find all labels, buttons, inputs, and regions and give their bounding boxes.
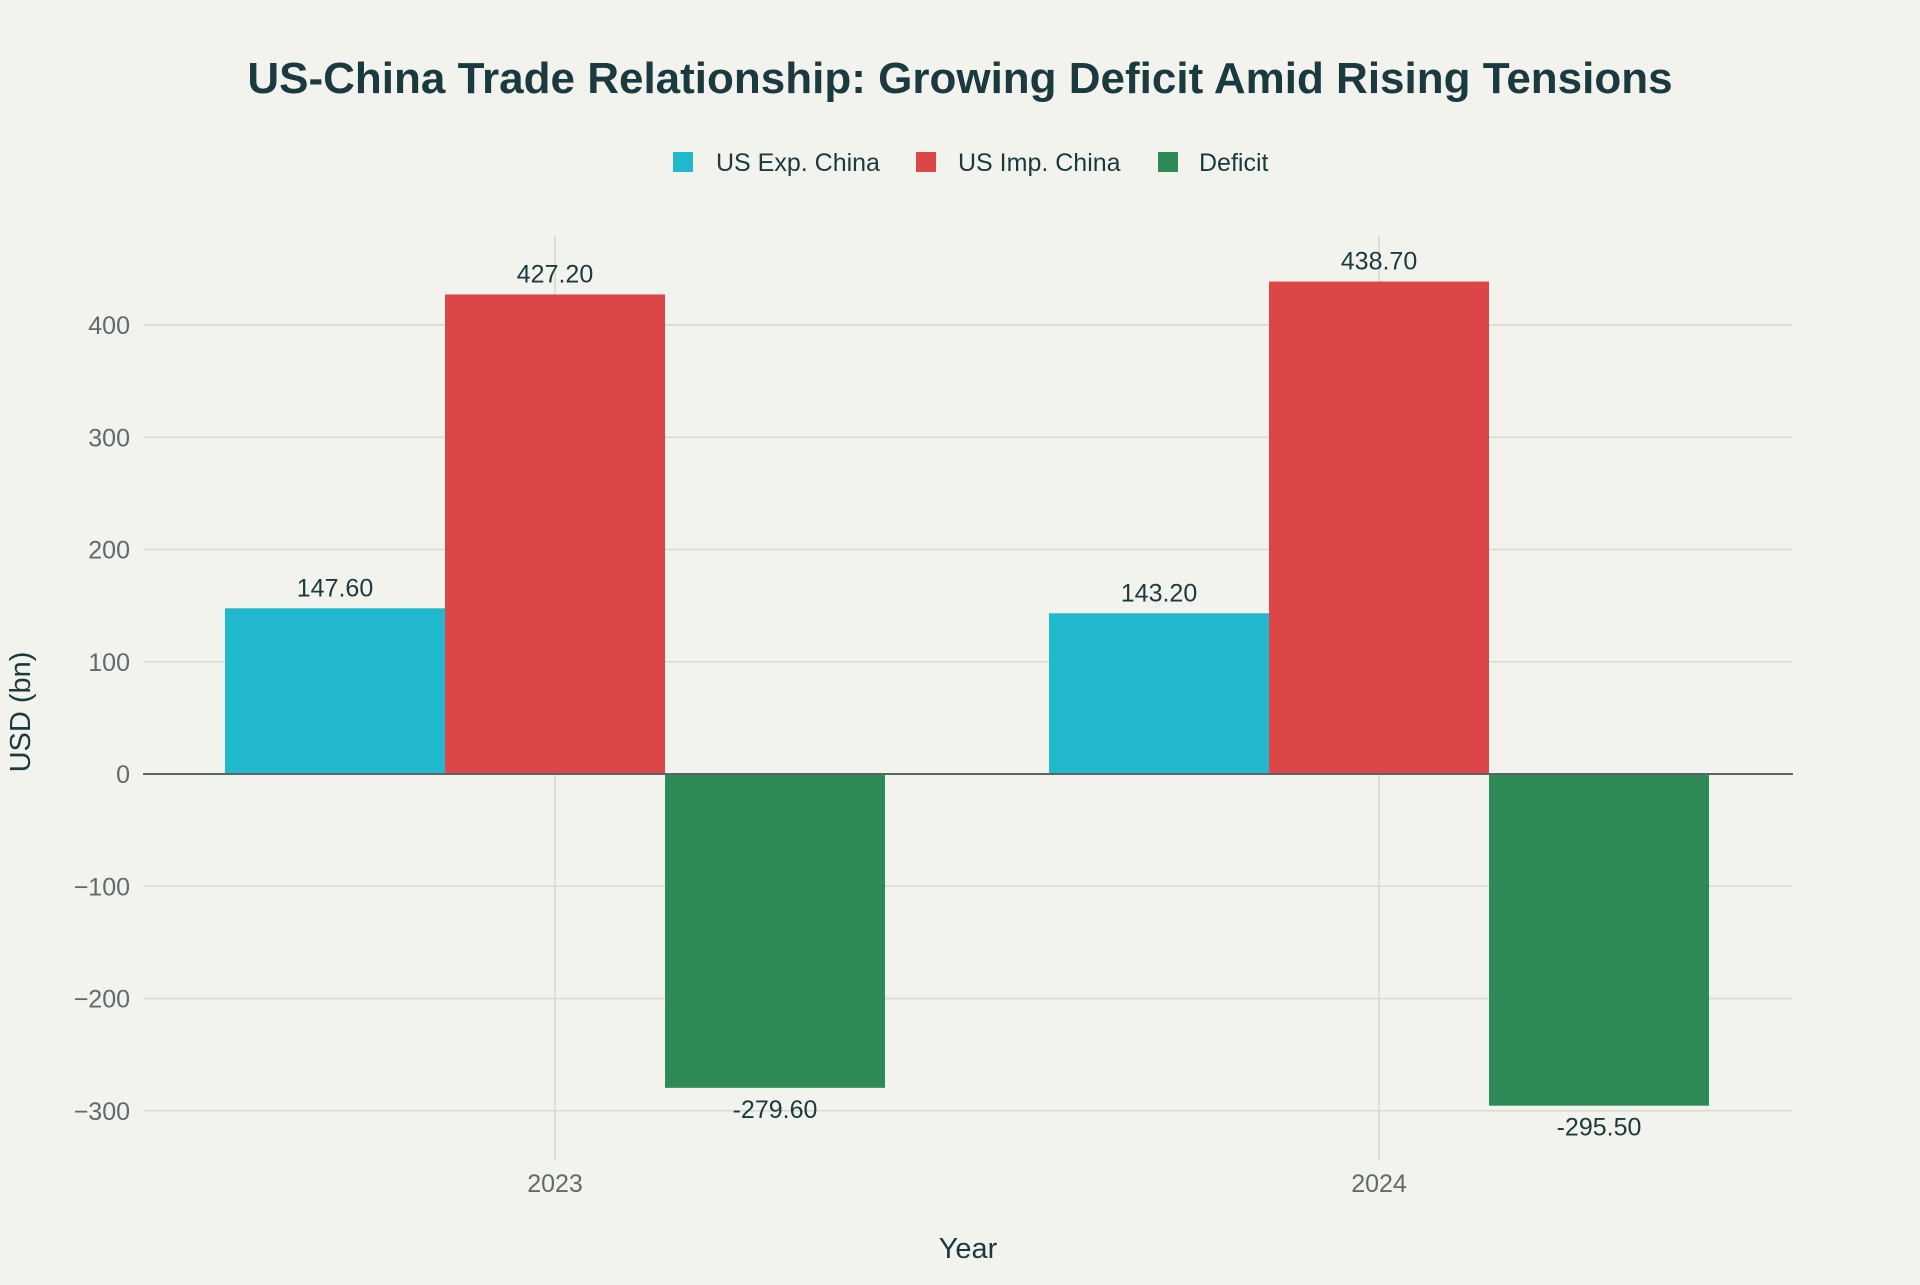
legend-swatch [1158, 152, 1178, 172]
y-tick-label: 300 [88, 424, 130, 452]
bar-us-exp-china-2023 [225, 608, 445, 774]
data-label: -279.60 [733, 1096, 818, 1124]
data-label: 427.20 [517, 260, 593, 288]
legend-label: US Exp. China [716, 149, 880, 177]
data-labels: 147.60 143.20 427.20 438.70 -279.60 -295.50 [297, 248, 1642, 1142]
bar-us-exp-china-2024 [1049, 613, 1269, 774]
y-tick-label: −300 [74, 1098, 130, 1126]
legend-item[interactable]: US Exp. China [673, 149, 880, 177]
legend-label: US Imp. China [958, 149, 1121, 177]
bar-deficit-2024 [1489, 774, 1709, 1106]
data-label: 143.20 [1121, 579, 1197, 607]
y-axis-title: USD (bn) [5, 652, 37, 773]
y-tick-label: −200 [74, 986, 130, 1014]
x-axis-title: Year [939, 1233, 998, 1265]
x-tick-label: 2024 [1351, 1170, 1407, 1198]
chart-title: US-China Trade Relationship: Growing Def… [247, 54, 1672, 103]
y-tick-label: −100 [74, 873, 130, 901]
x-tick-label: 2023 [527, 1170, 583, 1198]
legend-item[interactable]: Deficit [1158, 149, 1269, 177]
y-tick-label: 200 [88, 537, 130, 565]
data-label: 438.70 [1341, 248, 1417, 276]
legend-swatch [916, 152, 936, 172]
data-label: -295.50 [1557, 1114, 1642, 1142]
bar-us-imp-china-2024 [1269, 281, 1489, 774]
legend-item[interactable]: US Imp. China [916, 149, 1121, 177]
legend-label: Deficit [1199, 149, 1269, 177]
legend: US Exp. China US Imp. China Deficit [673, 149, 1269, 177]
y-tick-label: 400 [88, 312, 130, 340]
axis-ticks: 400 300 200 100 0 −100 −200 −300 2023 2024 [74, 312, 1407, 1198]
legend-swatch [673, 152, 693, 172]
bars [143, 281, 1793, 1106]
bar-deficit-2023 [665, 774, 885, 1088]
y-tick-label: 100 [88, 649, 130, 677]
bar-us-imp-china-2023 [445, 294, 665, 774]
data-label: 147.60 [297, 574, 373, 602]
y-tick-label: 0 [116, 761, 130, 789]
